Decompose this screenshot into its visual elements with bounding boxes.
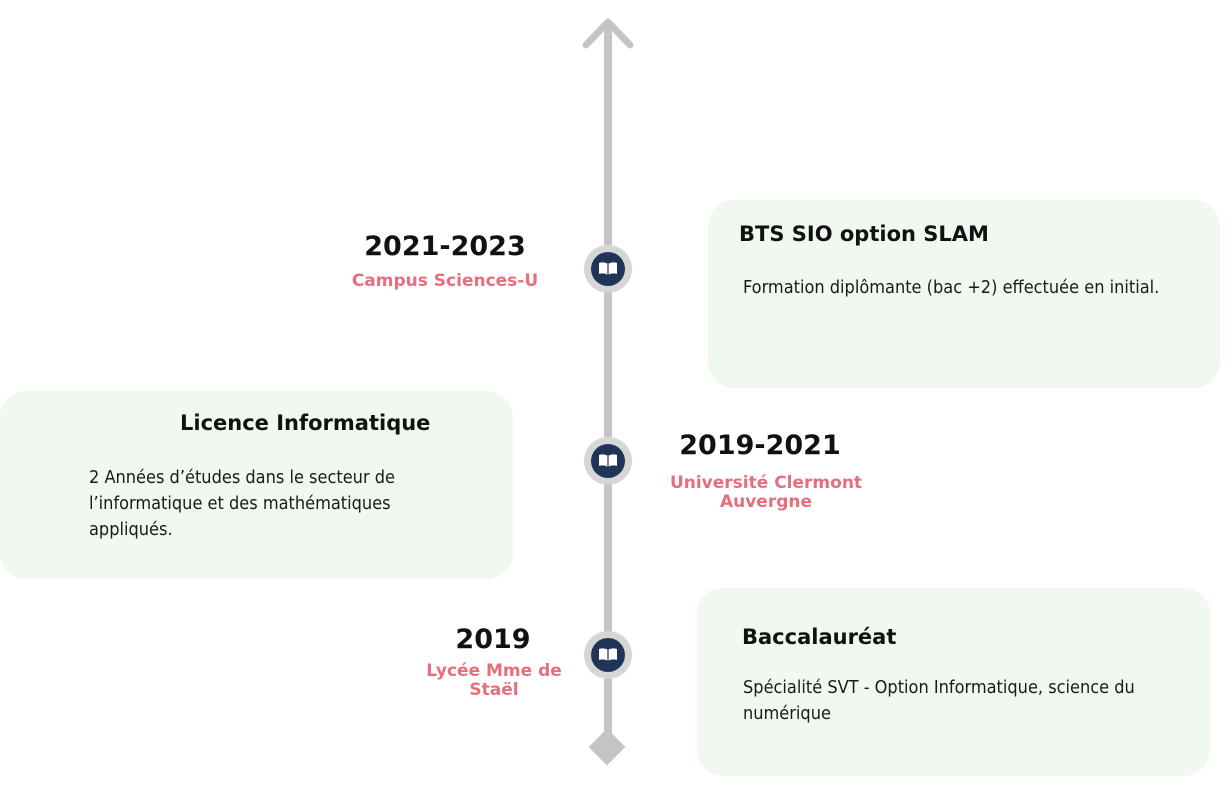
arrow-up-icon	[582, 18, 634, 49]
timeline-node-1	[584, 245, 632, 293]
book-icon	[599, 262, 617, 275]
card-description: Formation diplômante (bac +2) effectuée …	[743, 277, 1160, 298]
timeline-place-1: Campus Sciences-U	[351, 271, 539, 291]
timeline-card-1: BTS SIO option SLAM Formation diplômante…	[708, 200, 1220, 388]
timeline-card-3: Baccalauréat Spécialité SVT - Option Inf…	[697, 588, 1210, 776]
timeline-date-3: 2019	[455, 624, 531, 655]
timeline-card-2: Licence Informatique 2 Années d’études d…	[0, 391, 513, 579]
node-circle	[591, 444, 625, 478]
card-description: 2 Années d’études dans le secteur de l’i…	[89, 467, 395, 540]
timeline-date-2: 2019-2021	[679, 430, 841, 461]
timeline-node-2	[584, 437, 632, 485]
book-icon	[599, 648, 617, 661]
card-description: Spécialité SVT - Option Informatique, sc…	[743, 677, 1135, 724]
card-title: BTS SIO option SLAM	[739, 222, 989, 246]
timeline-date-1: 2021-2023	[364, 231, 526, 262]
card-title: Baccalauréat	[742, 625, 897, 649]
diamond-icon	[588, 728, 626, 766]
card-title: Licence Informatique	[180, 411, 431, 435]
node-circle	[591, 638, 625, 672]
node-circle	[591, 252, 625, 286]
book-icon	[599, 454, 617, 467]
timeline-place-3: Lycée Mme de Staël	[426, 661, 562, 700]
timeline-place-2: Université Clermont Auvergne	[669, 473, 863, 512]
timeline-node-3	[584, 631, 632, 679]
